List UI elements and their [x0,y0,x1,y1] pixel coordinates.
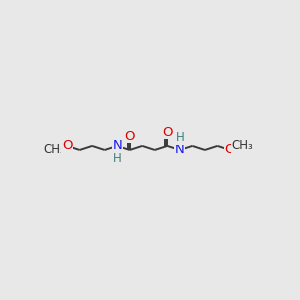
Text: N: N [112,140,122,152]
Text: O: O [62,140,72,152]
Text: CH₃: CH₃ [232,140,253,152]
Text: N: N [175,143,185,157]
Text: O: O [162,126,172,139]
Text: O: O [225,143,235,157]
Text: CH₃: CH₃ [44,143,65,157]
Text: H: H [113,152,122,165]
Text: H: H [176,131,184,144]
Text: O: O [124,130,135,142]
